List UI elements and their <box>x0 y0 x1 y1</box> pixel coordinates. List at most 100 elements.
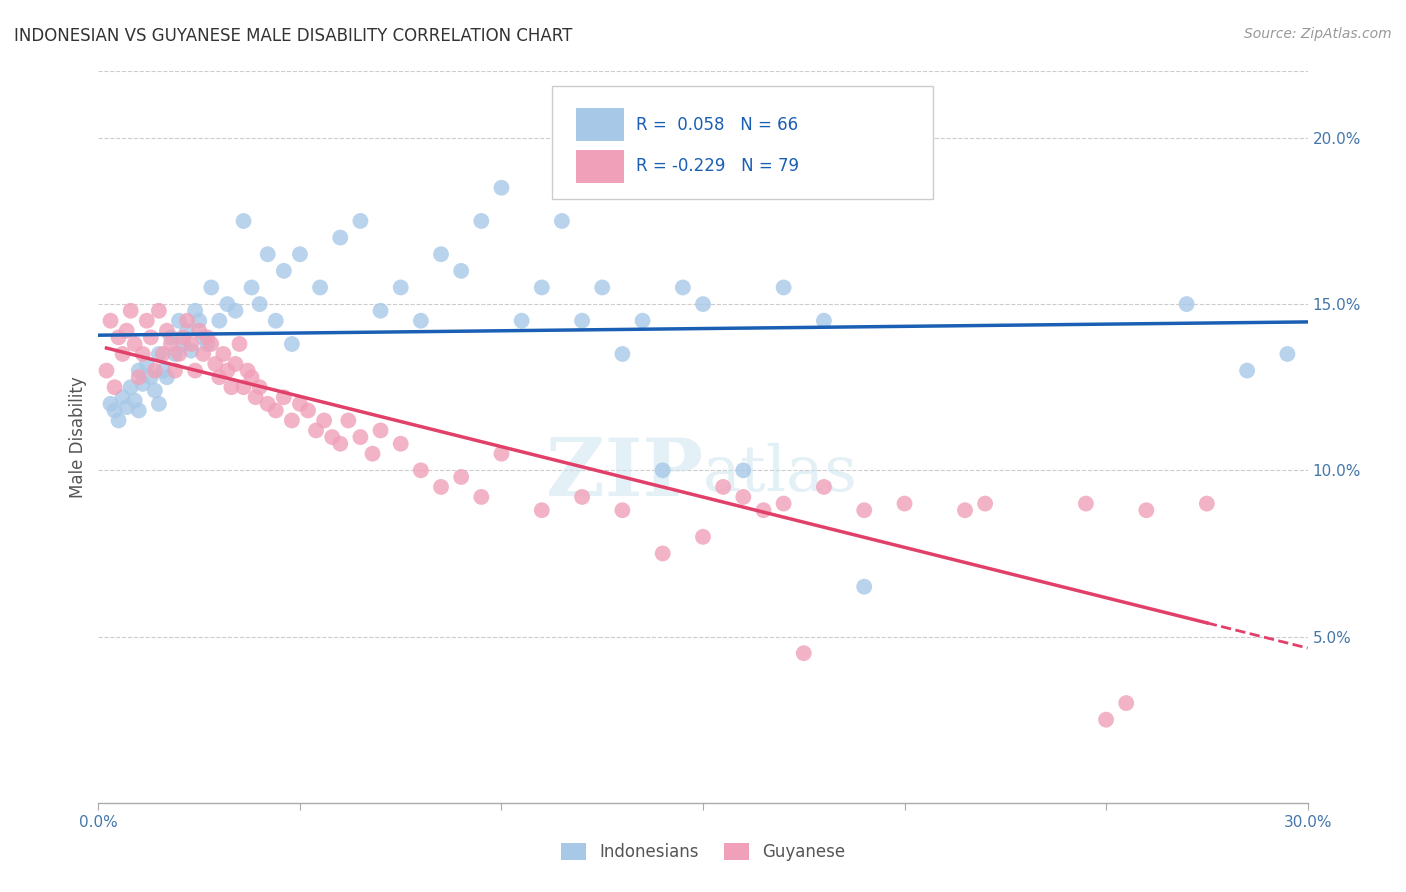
Point <box>156 324 179 338</box>
Point <box>193 347 215 361</box>
Point <box>217 363 239 377</box>
Point <box>813 314 835 328</box>
Point <box>281 337 304 351</box>
Text: Source: ZipAtlas.com: Source: ZipAtlas.com <box>1244 27 1392 41</box>
Point <box>103 380 125 394</box>
Point <box>193 330 215 344</box>
Point <box>264 403 287 417</box>
Point <box>571 490 593 504</box>
Point <box>184 363 207 377</box>
Point <box>200 337 222 351</box>
Point <box>111 347 134 361</box>
Point <box>124 337 146 351</box>
Point <box>651 463 673 477</box>
Legend: Indonesians, Guyanese: Indonesians, Guyanese <box>554 836 852 868</box>
Point <box>1135 503 1157 517</box>
Point <box>195 337 218 351</box>
Point <box>120 380 142 394</box>
Point <box>389 280 412 294</box>
Point <box>221 380 243 394</box>
Point <box>224 357 246 371</box>
Point <box>176 324 198 338</box>
Point <box>321 430 343 444</box>
Bar <box>576 150 624 183</box>
Point <box>148 397 170 411</box>
Point <box>813 480 835 494</box>
Point <box>212 347 235 361</box>
Point <box>297 403 319 417</box>
Point <box>163 347 186 361</box>
Point <box>100 397 122 411</box>
Point <box>409 463 432 477</box>
Point <box>612 347 634 361</box>
Point <box>793 646 815 660</box>
Point <box>309 280 332 294</box>
Point <box>672 280 695 294</box>
Point <box>772 280 794 294</box>
Point <box>571 314 593 328</box>
Point <box>733 463 755 477</box>
Point <box>430 480 453 494</box>
Point <box>152 363 174 377</box>
Point <box>184 303 207 318</box>
Point <box>288 397 311 411</box>
Text: R = -0.229   N = 79: R = -0.229 N = 79 <box>637 158 800 176</box>
Point <box>107 413 129 427</box>
Point <box>107 330 129 344</box>
Point <box>273 390 295 404</box>
Text: ZIP: ZIP <box>546 434 703 513</box>
Point <box>1175 297 1198 311</box>
Point <box>236 363 259 377</box>
Point <box>128 403 150 417</box>
Point <box>305 424 328 438</box>
Point <box>240 370 263 384</box>
Point <box>1115 696 1137 710</box>
Point <box>337 413 360 427</box>
Point <box>288 247 311 261</box>
Point <box>893 497 915 511</box>
Point <box>245 390 267 404</box>
Point <box>256 397 278 411</box>
Point <box>631 314 654 328</box>
Bar <box>576 108 624 141</box>
Point <box>176 314 198 328</box>
Point <box>281 413 304 427</box>
Point <box>132 347 155 361</box>
Point <box>208 370 231 384</box>
Point <box>853 503 876 517</box>
Point <box>204 357 226 371</box>
Point <box>329 436 352 450</box>
Point <box>612 503 634 517</box>
Point <box>551 214 574 228</box>
Point <box>143 363 166 377</box>
Point <box>172 330 194 344</box>
Point <box>1074 497 1097 511</box>
Point <box>232 214 254 228</box>
Point <box>120 303 142 318</box>
Point <box>249 380 271 394</box>
Point <box>692 530 714 544</box>
Point <box>132 376 155 391</box>
Point <box>240 280 263 294</box>
Point <box>249 297 271 311</box>
Point <box>115 400 138 414</box>
Point <box>135 314 157 328</box>
Point <box>139 370 162 384</box>
Point <box>491 180 513 194</box>
Point <box>349 214 371 228</box>
FancyBboxPatch shape <box>551 86 932 200</box>
Point <box>1277 347 1299 361</box>
Point <box>172 337 194 351</box>
Point <box>128 363 150 377</box>
Point <box>409 314 432 328</box>
Point <box>733 490 755 504</box>
Point <box>430 247 453 261</box>
Point <box>692 297 714 311</box>
Point <box>139 330 162 344</box>
Point <box>510 314 533 328</box>
Point <box>349 430 371 444</box>
Point <box>148 347 170 361</box>
Point <box>124 393 146 408</box>
Point <box>1195 497 1218 511</box>
Point <box>450 470 472 484</box>
